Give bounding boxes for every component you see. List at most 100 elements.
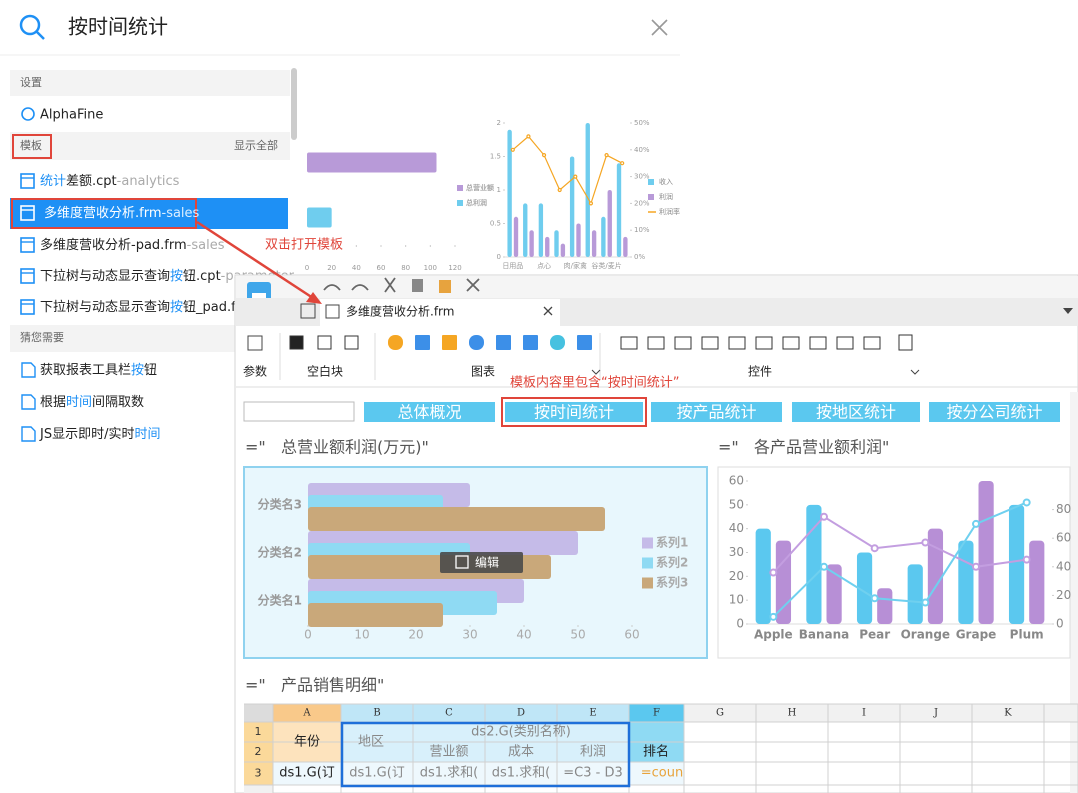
cell-text: 成本	[508, 745, 534, 760]
template-icon	[20, 299, 35, 315]
nav-button[interactable]	[929, 402, 1060, 422]
alphafine-item[interactable]: AlphaFine	[40, 108, 103, 123]
result-text-part: 钮	[144, 363, 157, 378]
ribbon-icon[interactable]	[898, 334, 913, 351]
ribbon-icon[interactable]	[289, 335, 304, 350]
ribbon-icon[interactable]	[415, 335, 430, 350]
legend-swatch	[457, 200, 463, 206]
y-tick-label: 80	[1056, 502, 1071, 516]
toolbar-icon[interactable]	[323, 284, 341, 291]
line-point	[820, 512, 828, 521]
ribbon-icon[interactable]	[809, 336, 827, 350]
legend-label: 收入	[659, 177, 673, 186]
ribbon-icon[interactable]	[344, 335, 359, 350]
toolbar-icon[interactable]	[439, 280, 451, 293]
line	[772, 501, 1028, 618]
category-label: 分类名3	[258, 497, 302, 512]
result-item[interactable]: 多维度营收分析.frm-sales	[44, 205, 200, 221]
ribbon-icon[interactable]	[496, 335, 511, 350]
cell-text: ds2.G(类别名称)	[471, 724, 571, 740]
ribbon-icon[interactable]	[863, 336, 881, 350]
column-header: K	[1004, 708, 1012, 719]
bar	[607, 190, 612, 257]
ribbon-icon[interactable]	[755, 336, 773, 350]
ribbon-group-label: 图表	[471, 365, 495, 379]
result-item[interactable]: 根据时间间隔取数	[40, 395, 144, 410]
selected-row[interactable]	[10, 198, 288, 229]
selected-col-header	[273, 704, 341, 722]
search-query[interactable]: 按时间统计	[68, 15, 168, 39]
toolbar-icon[interactable]	[384, 277, 396, 293]
y-tick-label: 0%	[634, 253, 645, 261]
ribbon-icon[interactable]	[469, 335, 484, 350]
ribbon-group-label: 参数	[243, 364, 267, 379]
line-point	[604, 153, 609, 158]
y-tick-label: 0	[497, 253, 501, 261]
y-tick-label: 1.5	[490, 153, 501, 161]
ribbon-icon[interactable]	[836, 336, 854, 350]
ribbon-icon[interactable]	[388, 335, 403, 350]
menu-icon[interactable]	[1063, 308, 1073, 314]
result-item[interactable]: 多维度营收分析-pad.frm-sales	[40, 237, 225, 253]
ribbon-icon[interactable]	[247, 335, 263, 351]
cell-text: =coun	[641, 766, 683, 781]
line-point	[1022, 498, 1031, 507]
result-item[interactable]: 统计差额.cpt-analytics	[40, 174, 180, 189]
bar	[307, 207, 332, 228]
toolbar-icon[interactable]	[466, 278, 480, 292]
bar	[1008, 504, 1025, 624]
parameter-input[interactable]	[243, 401, 355, 422]
bar	[560, 243, 566, 257]
scrollbar[interactable]	[291, 68, 297, 140]
result-text-part: 时间	[134, 427, 160, 442]
ribbon-icon[interactable]	[442, 335, 457, 350]
ribbon-icon[interactable]	[620, 336, 638, 350]
toolbar-icon[interactable]	[412, 279, 423, 292]
x-tick-label: 肉/家禽	[564, 261, 587, 270]
toolbar-icon[interactable]	[351, 284, 369, 291]
row-header-fill	[244, 722, 273, 742]
bar	[554, 230, 559, 257]
tab[interactable]	[320, 299, 560, 326]
ribbon-icon[interactable]	[317, 335, 332, 350]
result-item[interactable]: JS显示即时/实时时间	[39, 427, 160, 442]
bar	[826, 564, 842, 624]
template-icon	[20, 237, 35, 253]
x-tick-label: 20	[408, 628, 423, 642]
row-header-fill	[244, 762, 273, 785]
grid-icon[interactable]	[300, 303, 316, 319]
ribbon-icon[interactable]	[674, 336, 692, 350]
cell-text: ds1.G(订	[349, 766, 405, 781]
nav-button[interactable]	[792, 402, 920, 422]
nav-button[interactable]	[505, 402, 643, 422]
cell-text: =C3 - D3	[563, 766, 622, 781]
nav-button[interactable]	[364, 402, 495, 422]
bar	[907, 564, 923, 624]
section-header: 猜您需要	[20, 331, 64, 344]
ribbon-icon[interactable]	[701, 336, 719, 350]
dropdown-caret[interactable]	[910, 369, 920, 375]
ribbon-icon[interactable]	[550, 335, 565, 350]
legend-swatch	[642, 577, 653, 589]
x-tick-label: 40	[352, 264, 361, 272]
ribbon-icon[interactable]	[577, 335, 592, 350]
settings-icon	[21, 107, 35, 121]
row-header: 3	[255, 767, 262, 780]
result-text-part: 下拉树与动态显示查询	[40, 269, 170, 284]
ribbon-icon[interactable]	[782, 336, 800, 350]
suggestion-icon	[21, 394, 36, 410]
show-all-link[interactable]: 显示全部	[234, 138, 278, 152]
sheet-corner	[244, 704, 273, 722]
ribbon-icon[interactable]	[523, 335, 538, 350]
nav-button[interactable]	[651, 402, 782, 422]
bar	[507, 129, 512, 257]
close-button[interactable]	[651, 19, 668, 36]
ribbon-icon[interactable]	[728, 336, 746, 350]
column-header: B	[373, 708, 380, 719]
line	[512, 135, 623, 205]
bar	[308, 603, 443, 627]
tab-close[interactable]	[543, 306, 553, 316]
ribbon-icon[interactable]	[647, 336, 665, 350]
dropdown-caret[interactable]	[591, 369, 601, 375]
result-item[interactable]: 获取报表工具栏按钮	[40, 363, 157, 378]
